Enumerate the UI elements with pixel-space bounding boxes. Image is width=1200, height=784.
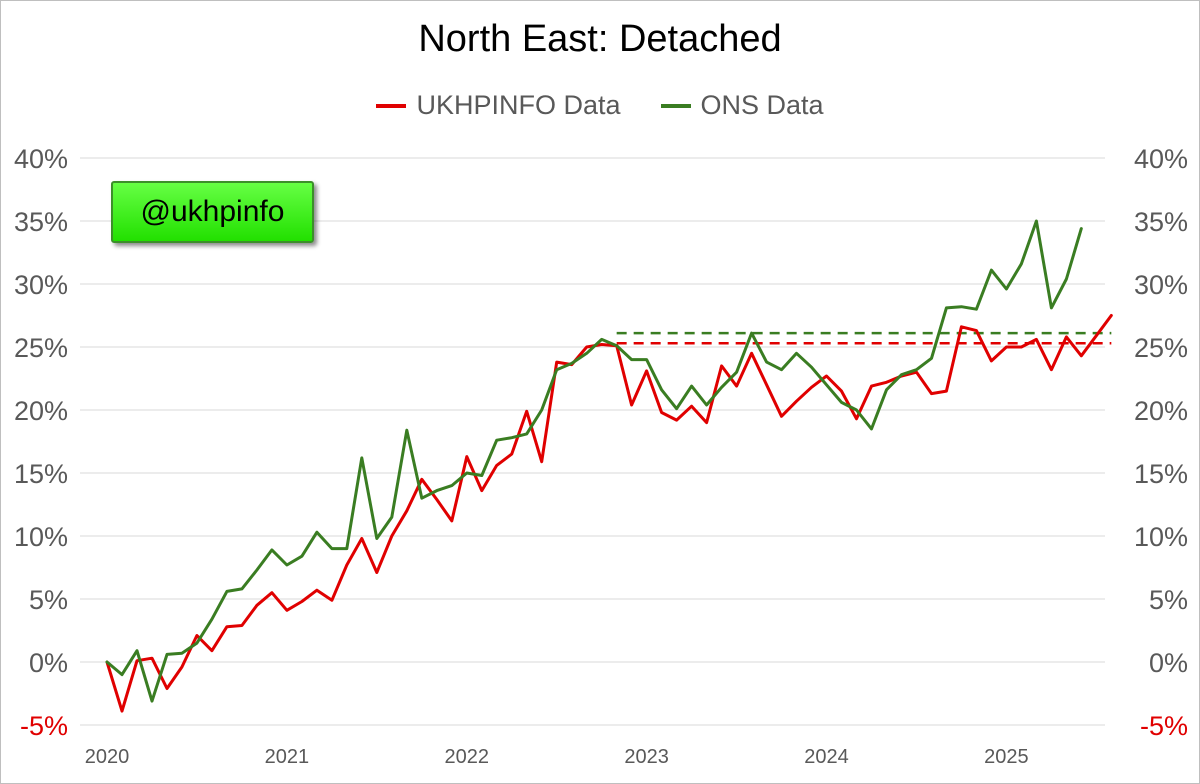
x-tick-label: 2023 <box>624 746 669 768</box>
y-tick-label-right: -5% <box>1140 711 1188 741</box>
y-tick-label-right: 0% <box>1149 648 1188 678</box>
y-tick-label-left: 20% <box>14 396 68 426</box>
y-tick-label-right: 10% <box>1134 522 1188 552</box>
y-tick-label-left: 25% <box>14 333 68 363</box>
chart-legend: UKHPINFO Data ONS Data <box>0 90 1200 121</box>
legend-swatch-ukhpinfo <box>376 103 407 108</box>
legend-label-ons: ONS Data <box>700 90 824 120</box>
x-tick-label: 2025 <box>984 746 1029 768</box>
y-tick-label-right: 30% <box>1134 270 1188 300</box>
chart-title: North East: Detached <box>418 18 782 60</box>
y-tick-label-left: 40% <box>14 144 68 174</box>
y-tick-label-left: 0% <box>29 648 68 678</box>
y-tick-label-left: 10% <box>14 522 68 552</box>
series-line-ons <box>105 219 1083 703</box>
legend-label-ukhpinfo: UKHPINFO Data <box>416 90 621 120</box>
y-tick-label-left: 35% <box>14 207 68 237</box>
y-tick-label-right: 15% <box>1134 459 1188 489</box>
y-tick-label-left: 5% <box>29 585 68 615</box>
legend-item-ukhpinfo: UKHPINFO Data <box>376 90 621 121</box>
legend-item-ons: ONS Data <box>660 90 824 121</box>
y-tick-label-right: 20% <box>1134 396 1188 426</box>
x-tick-label: 2024 <box>804 746 849 768</box>
x-tick-label: 2021 <box>265 746 310 768</box>
watermark-badge: @ukhpinfo <box>111 181 314 243</box>
y-tick-label-left: 15% <box>14 459 68 489</box>
y-tick-label-right: 35% <box>1134 207 1188 237</box>
legend-swatch-ons <box>660 103 691 108</box>
y-tick-label-right: 5% <box>1149 585 1188 615</box>
x-tick-label: 2020 <box>85 746 130 768</box>
x-tick-label: 2022 <box>445 746 490 768</box>
y-tick-label-right: 25% <box>1134 333 1188 363</box>
y-tick-label-left: -5% <box>20 711 68 741</box>
y-tick-label-left: 30% <box>14 270 68 300</box>
series-line-ukhpinfo <box>105 314 1113 713</box>
y-tick-label-right: 40% <box>1134 144 1188 174</box>
